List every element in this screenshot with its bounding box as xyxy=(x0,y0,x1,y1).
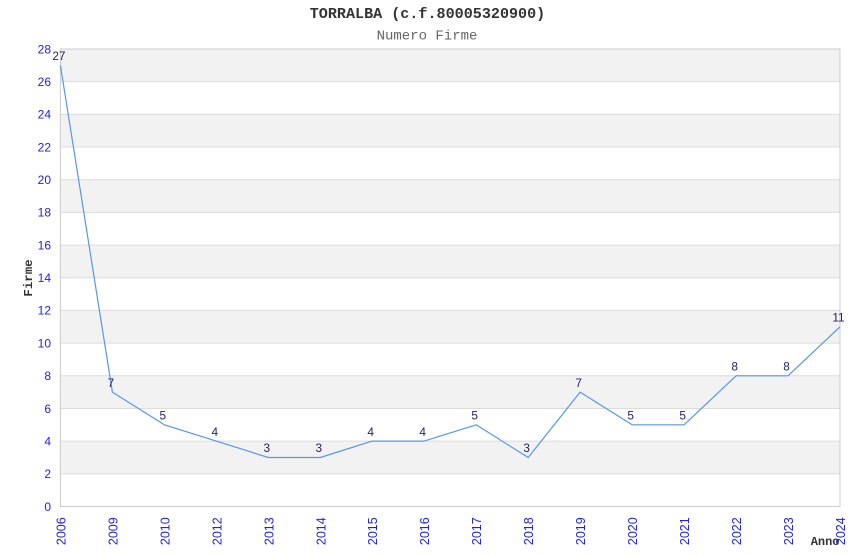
svg-text:8: 8 xyxy=(731,360,738,374)
svg-text:5: 5 xyxy=(679,409,686,423)
svg-text:2009: 2009 xyxy=(106,517,120,545)
svg-text:2016: 2016 xyxy=(418,517,432,545)
svg-text:2017: 2017 xyxy=(470,517,484,545)
svg-text:2021: 2021 xyxy=(678,517,692,545)
svg-text:27: 27 xyxy=(52,49,65,63)
svg-text:26: 26 xyxy=(38,75,52,89)
svg-text:11: 11 xyxy=(832,311,844,325)
svg-text:8: 8 xyxy=(783,360,790,374)
svg-text:2020: 2020 xyxy=(626,517,640,545)
svg-text:2010: 2010 xyxy=(158,517,172,545)
svg-text:3: 3 xyxy=(264,441,271,455)
svg-text:2014: 2014 xyxy=(314,517,328,545)
svg-text:4: 4 xyxy=(44,434,51,448)
svg-text:24: 24 xyxy=(38,108,52,122)
svg-text:6: 6 xyxy=(44,402,51,416)
svg-text:3: 3 xyxy=(316,441,323,455)
svg-text:2019: 2019 xyxy=(574,517,588,545)
svg-text:2006: 2006 xyxy=(54,517,68,545)
svg-text:Numero Firme: Numero Firme xyxy=(377,29,478,45)
svg-text:2023: 2023 xyxy=(782,517,796,545)
svg-text:14: 14 xyxy=(38,271,52,285)
svg-text:22: 22 xyxy=(38,140,52,154)
svg-text:5: 5 xyxy=(627,409,634,423)
svg-text:0: 0 xyxy=(44,500,51,514)
svg-text:4: 4 xyxy=(212,425,219,439)
svg-text:5: 5 xyxy=(160,409,167,423)
svg-text:16: 16 xyxy=(38,238,52,252)
svg-text:2024: 2024 xyxy=(834,517,848,545)
svg-text:12: 12 xyxy=(38,304,52,318)
svg-text:10: 10 xyxy=(38,336,52,350)
svg-text:2022: 2022 xyxy=(730,517,744,545)
svg-text:18: 18 xyxy=(38,206,52,220)
svg-text:3: 3 xyxy=(523,441,530,455)
svg-text:2: 2 xyxy=(44,467,51,481)
svg-text:5: 5 xyxy=(471,409,478,423)
svg-text:2015: 2015 xyxy=(366,517,380,545)
svg-text:2012: 2012 xyxy=(210,517,224,545)
svg-text:7: 7 xyxy=(108,376,115,390)
svg-text:TORRALBA (c.f.80005320900): TORRALBA (c.f.80005320900) xyxy=(310,5,546,23)
svg-text:4: 4 xyxy=(367,425,374,439)
svg-text:Firme: Firme xyxy=(22,259,36,296)
svg-text:7: 7 xyxy=(575,376,582,390)
svg-text:Anno: Anno xyxy=(811,535,840,549)
svg-text:8: 8 xyxy=(44,369,51,383)
svg-text:2013: 2013 xyxy=(262,517,276,545)
svg-text:20: 20 xyxy=(38,173,52,187)
svg-text:28: 28 xyxy=(38,42,52,56)
svg-text:2018: 2018 xyxy=(522,517,536,545)
svg-text:4: 4 xyxy=(419,425,426,439)
